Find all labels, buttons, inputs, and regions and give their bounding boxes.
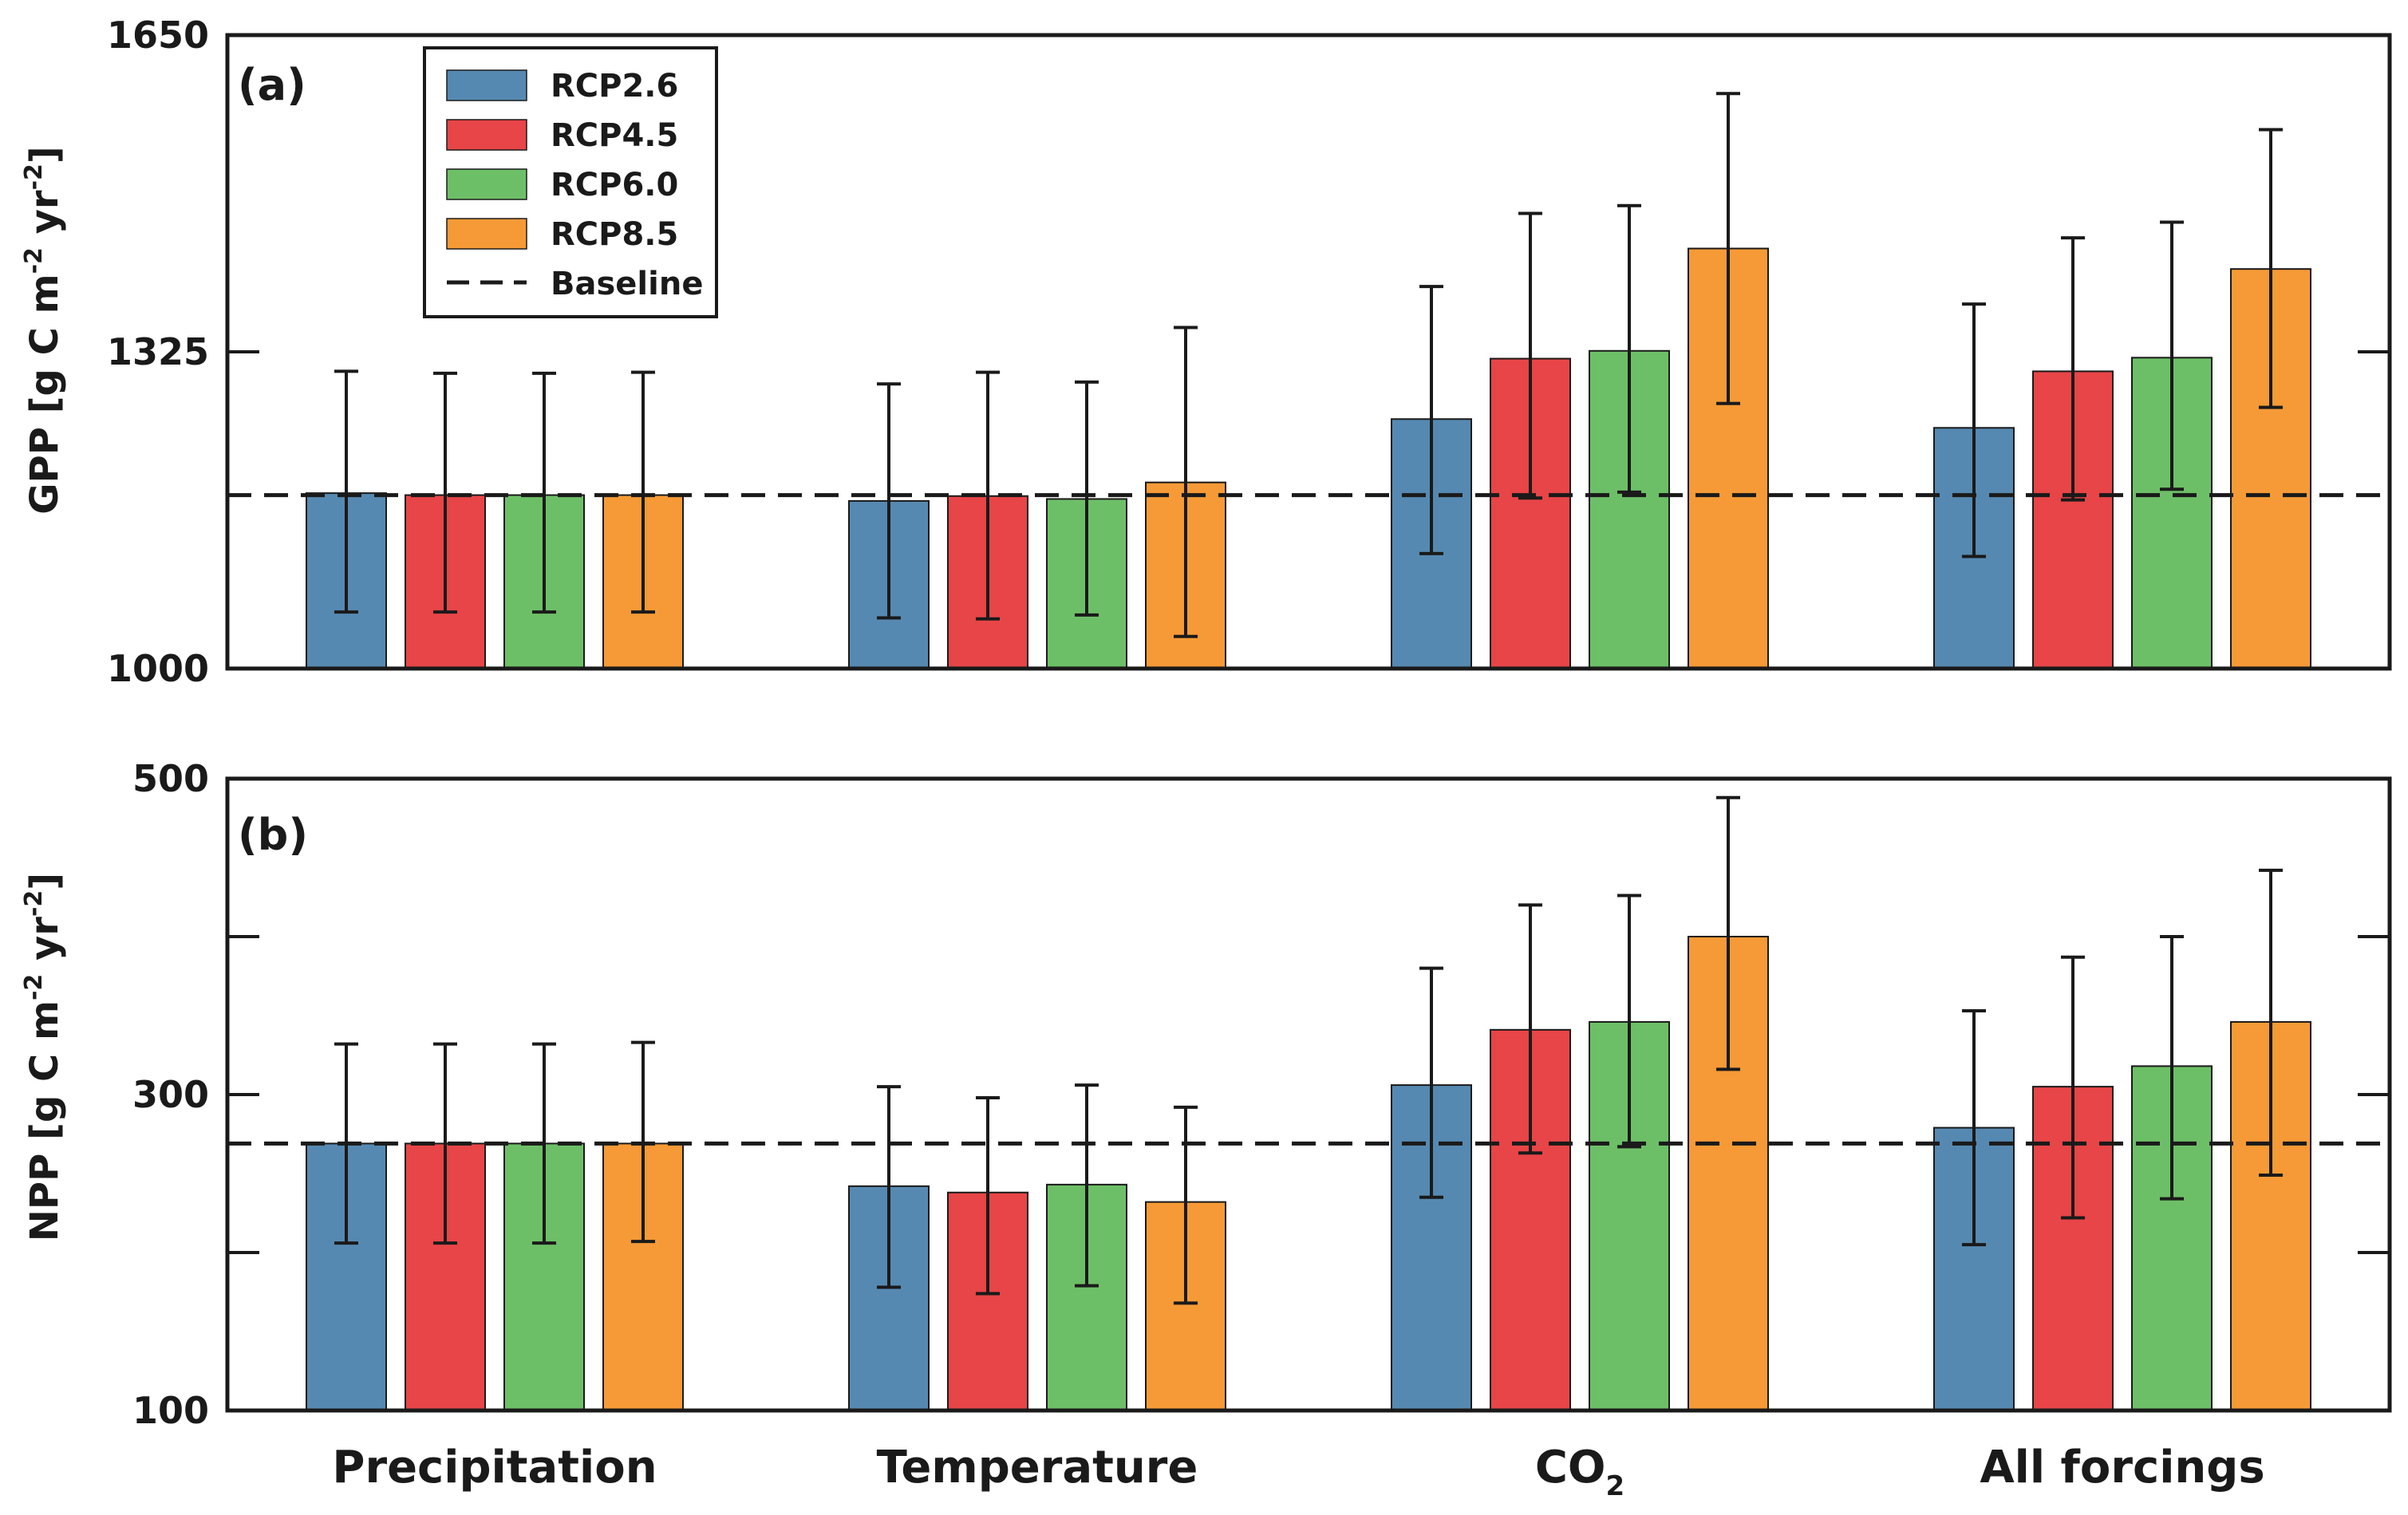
panel-label-a: (a) <box>238 60 306 110</box>
y-title-b-mid: yr <box>22 917 67 974</box>
y-tick-label-b-100: 100 <box>132 1389 209 1432</box>
legend-label-rcp45: RCP4.5 <box>551 117 678 154</box>
y-title-a-sup1: -2 <box>20 247 48 274</box>
y-tick-label-a-1325: 1325 <box>107 330 209 373</box>
y-tick-label-a-1650: 1650 <box>107 14 209 57</box>
legend-label-rcp85: RCP8.5 <box>551 216 678 253</box>
legend-label-baseline: Baseline <box>551 266 703 302</box>
y-title-a-mid: yr <box>22 190 67 247</box>
y-title-b-end: ] <box>22 873 67 890</box>
legend-swatch-rcp26 <box>446 69 527 101</box>
y-title-a-sup2: -2 <box>20 164 48 190</box>
y-title-b-sup2: -2 <box>20 890 48 917</box>
category-label-precipitation: Precipitation <box>332 1442 657 1493</box>
y-title-b-main: NPP [g C m <box>22 1000 67 1241</box>
legend-label-rcp26: RCP2.6 <box>551 68 678 105</box>
y-tick-label-a-1000: 1000 <box>107 647 209 690</box>
legend: RCP2.6 RCP4.5 RCP6.0 RCP8.5 Baseline <box>423 46 718 318</box>
y-axis-title-b: NPP [g C m-2 yr-2] <box>20 873 67 1241</box>
co2-label-main: CO <box>1535 1442 1606 1493</box>
legend-swatch-rcp60 <box>446 168 527 200</box>
category-label-co2: CO2 <box>1535 1442 1624 1502</box>
y-tick-label-b-300: 300 <box>132 1073 209 1116</box>
legend-label-rcp60: RCP6.0 <box>551 167 678 203</box>
plot-layer: 1000 1325 1650 100 300 500 <box>107 14 2392 1432</box>
legend-swatch-rcp45 <box>446 119 527 151</box>
y-title-b-sup1: -2 <box>20 974 48 1000</box>
y-title-a-main: GPP [g C m <box>22 274 67 514</box>
co2-label-sub: 2 <box>1606 1470 1625 1502</box>
panel-label-b: (b) <box>238 810 308 860</box>
category-label-all-forcings: All forcings <box>1980 1442 2264 1493</box>
legend-swatch-rcp85 <box>446 218 527 250</box>
category-label-temperature: Temperature <box>877 1442 1198 1493</box>
y-tick-label-b-500: 500 <box>132 757 209 800</box>
y-axis-title-a: GPP [g C m-2 yr-2] <box>20 146 67 515</box>
y-title-a-end: ] <box>22 146 67 164</box>
